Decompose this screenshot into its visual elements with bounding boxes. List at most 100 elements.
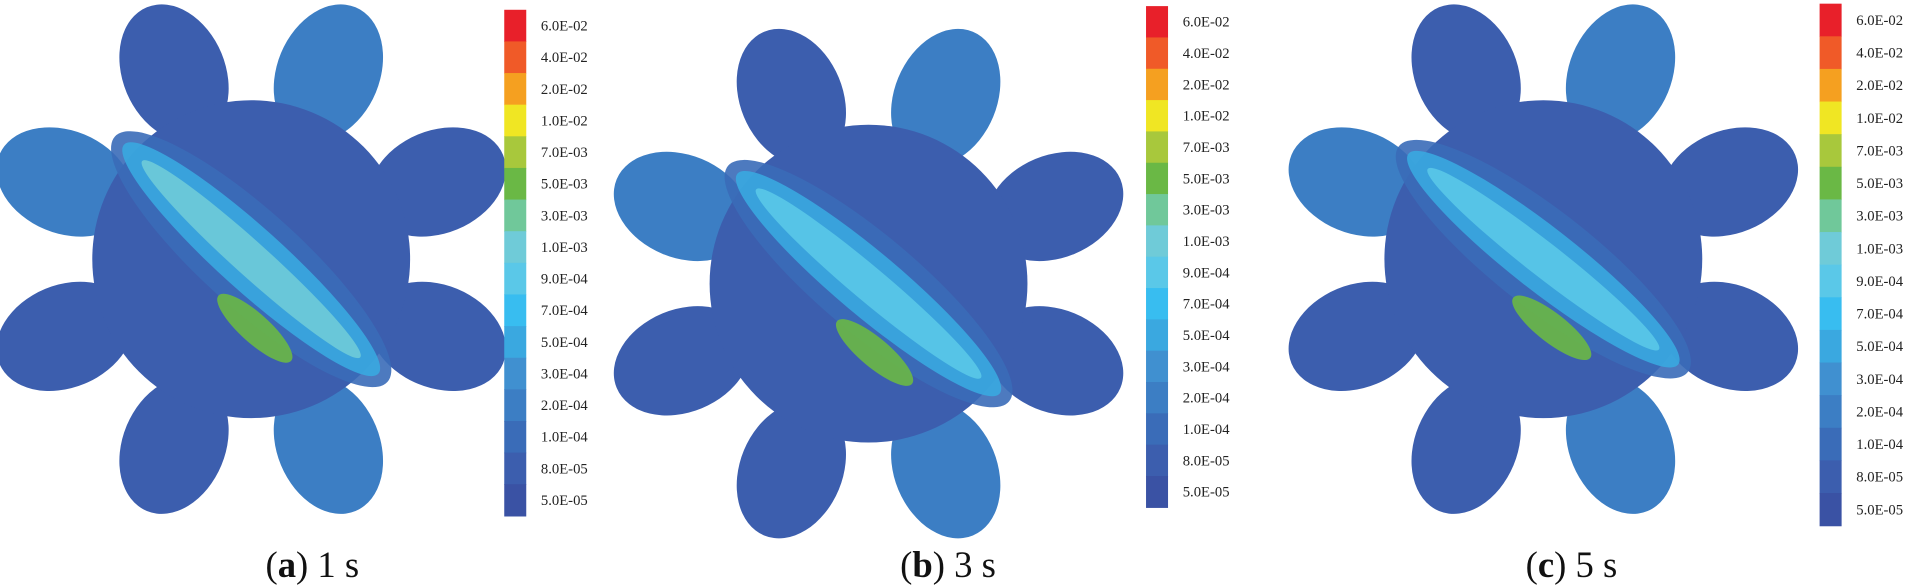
gear-tooth (1288, 127, 1426, 237)
panel: 6.0E-02 4.0E-02 2.0E-02 1.0E-02 7.0E-03 5.0E-… (613, 6, 1230, 585)
colorbar-label: 5.0E-05 (1856, 502, 1903, 518)
colorbar-segment (1819, 264, 1842, 298)
colorbar-label: 8.0E-05 (541, 461, 588, 477)
colorbar-segment (1819, 101, 1842, 135)
colorbar-segment (504, 357, 527, 390)
caption-time: ) 3 s (933, 544, 996, 585)
gear-tooth (369, 281, 506, 391)
colorbar-label: 7.0E-03 (541, 145, 588, 161)
gear-tooth (1661, 127, 1799, 237)
gear-tooth (736, 401, 846, 539)
gear-tooth (273, 4, 384, 142)
colorbar-segment (1146, 288, 1169, 320)
colorbar-segment (1146, 444, 1169, 477)
caption-prefix: ( (900, 544, 912, 585)
colorbar-segment (1819, 362, 1842, 396)
colorbar-segment (1146, 225, 1169, 258)
caption-letter: c (1538, 544, 1554, 585)
colorbar-segment (1819, 68, 1842, 103)
colorbar-label: 5.0E-03 (1183, 171, 1230, 187)
colorbar-label: 5.0E-04 (541, 335, 588, 351)
caption: (a) 1 s (265, 544, 359, 585)
colorbar-label: 2.0E-04 (1183, 391, 1230, 407)
stress-band (217, 293, 293, 363)
colorbar-label: 6.0E-02 (541, 19, 588, 35)
colorbar-segment (504, 484, 527, 517)
colorbar-label: 7.0E-04 (1183, 297, 1230, 313)
gear-tooth (119, 377, 229, 514)
colorbar-label: 1.0E-03 (1856, 241, 1903, 257)
colorbar-segment (1819, 297, 1842, 331)
colorbar-segment (504, 9, 527, 43)
colorbar-segment (504, 104, 527, 137)
colorbar-segment (1819, 3, 1842, 37)
gear-tooth (613, 151, 751, 262)
stress-band (141, 160, 361, 359)
caption-letter: a (278, 544, 296, 585)
panel: 6.0E-02 4.0E-02 2.0E-02 1.0E-02 7.0E-03 5.0E-… (1288, 3, 1904, 585)
colorbar-label: 7.0E-03 (1856, 143, 1903, 159)
colorbar-label: 2.0E-04 (541, 398, 588, 414)
colorbar-label: 7.0E-03 (1183, 140, 1230, 156)
caption: (c) 5 s (1526, 544, 1618, 585)
gear-tooth (119, 4, 229, 142)
colorbar-label: 5.0E-03 (1856, 176, 1903, 192)
colorbar-segment (504, 199, 527, 232)
gear-tooth (1565, 377, 1676, 514)
colorbar-segment (504, 389, 527, 422)
colorbar-label: 5.0E-04 (1183, 328, 1230, 344)
colorbar-segment (1146, 68, 1169, 101)
caption-time: ) 5 s (1554, 544, 1617, 585)
colorbar-label: 4.0E-02 (1183, 46, 1230, 62)
colorbar-segment (1819, 166, 1842, 201)
colorbar-segment (1146, 131, 1169, 164)
colorbar-segment (1819, 232, 1842, 266)
gear-tooth (0, 127, 134, 237)
colorbar-segment (504, 420, 527, 454)
colorbar-label: 2.0E-04 (1856, 404, 1903, 420)
colorbar-segment (1146, 37, 1169, 70)
stress-band (755, 188, 982, 379)
gear-tooth (1661, 281, 1799, 391)
colorbar-segment (504, 73, 527, 106)
gear-tooth (273, 377, 384, 514)
colorbar-label: 1.0E-02 (541, 113, 588, 129)
colorbar-label: 2.0E-02 (541, 82, 588, 98)
colorbar-label: 1.0E-03 (1183, 234, 1230, 250)
colorbar-segment (1146, 162, 1169, 195)
colorbar-segment (504, 326, 527, 359)
colorbar-segment (504, 41, 527, 74)
colorbar-label: 9.0E-04 (1183, 265, 1230, 281)
colorbar-label: 3.0E-03 (1856, 209, 1903, 225)
gear-tooth (736, 28, 846, 166)
colorbar-segment (1146, 413, 1169, 446)
colorbar-segment (1146, 382, 1169, 414)
colorbar-segment (1819, 460, 1842, 494)
colorbar-label: 1.0E-04 (1183, 422, 1230, 438)
colorbar-label: 7.0E-04 (541, 303, 588, 319)
colorbar-label: 4.0E-02 (1856, 46, 1903, 62)
colorbar-segment (1819, 36, 1842, 70)
colorbar-label: 5.0E-05 (541, 493, 588, 509)
colorbar-segment (504, 136, 527, 169)
colorbar-label: 4.0E-02 (541, 50, 588, 66)
colorbar-label: 6.0E-02 (1183, 15, 1230, 31)
gear-tooth (1565, 4, 1676, 142)
colorbar-segment (1819, 134, 1842, 168)
colorbar-label: 7.0E-04 (1856, 307, 1903, 323)
colorbar-label: 9.0E-04 (1856, 274, 1903, 290)
gear-tooth (369, 127, 506, 237)
colorbar-segment (1819, 395, 1842, 429)
colorbar-label: 5.0E-03 (541, 177, 588, 193)
stress-band (1427, 167, 1660, 351)
colorbar-segment (1146, 475, 1169, 508)
colorbar-label: 1.0E-03 (541, 240, 588, 256)
stress-band (1512, 295, 1592, 361)
colorbar-label: 2.0E-02 (1856, 78, 1903, 94)
colorbar-segment (1146, 100, 1169, 133)
colorbar-segment (504, 452, 527, 485)
colorbar-label: 5.0E-04 (1856, 339, 1903, 355)
colorbar-label: 1.0E-04 (541, 430, 588, 446)
colorbar-segment (1146, 319, 1169, 352)
